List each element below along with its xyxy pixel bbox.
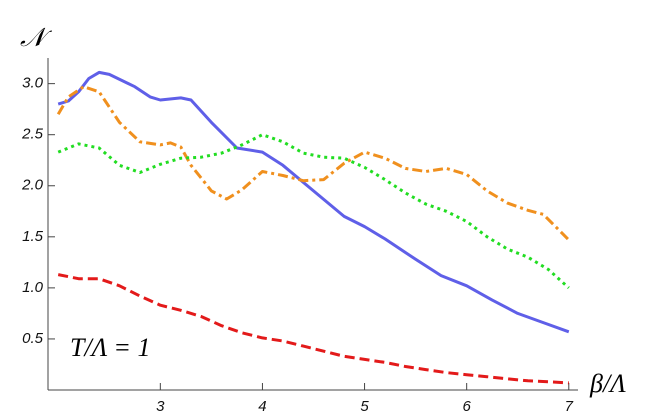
x-tick-label: 5 <box>360 398 369 415</box>
x-axis-label: β/Λ <box>589 369 626 398</box>
x-tick-label: 3 <box>156 398 165 415</box>
y-tick-label: 2.5 <box>21 126 44 143</box>
series-line <box>57 273 569 385</box>
annotation: T/Λ = 1 <box>70 333 150 362</box>
x-tick-label: 4 <box>258 398 266 415</box>
y-tick-label: 0.5 <box>22 330 44 347</box>
series-line <box>57 133 570 290</box>
x-tick-label: 6 <box>463 398 472 415</box>
y-axis-label: 𝒩 <box>20 23 53 52</box>
x-tick-label: 7 <box>565 398 574 415</box>
y-tick-label: 1.0 <box>22 279 44 296</box>
series-line <box>56 85 570 241</box>
y-tick-label: 1.5 <box>22 228 44 245</box>
series-line <box>57 70 570 334</box>
y-tick-label: 3.0 <box>22 75 44 92</box>
y-tick-label: 2.0 <box>21 177 44 194</box>
